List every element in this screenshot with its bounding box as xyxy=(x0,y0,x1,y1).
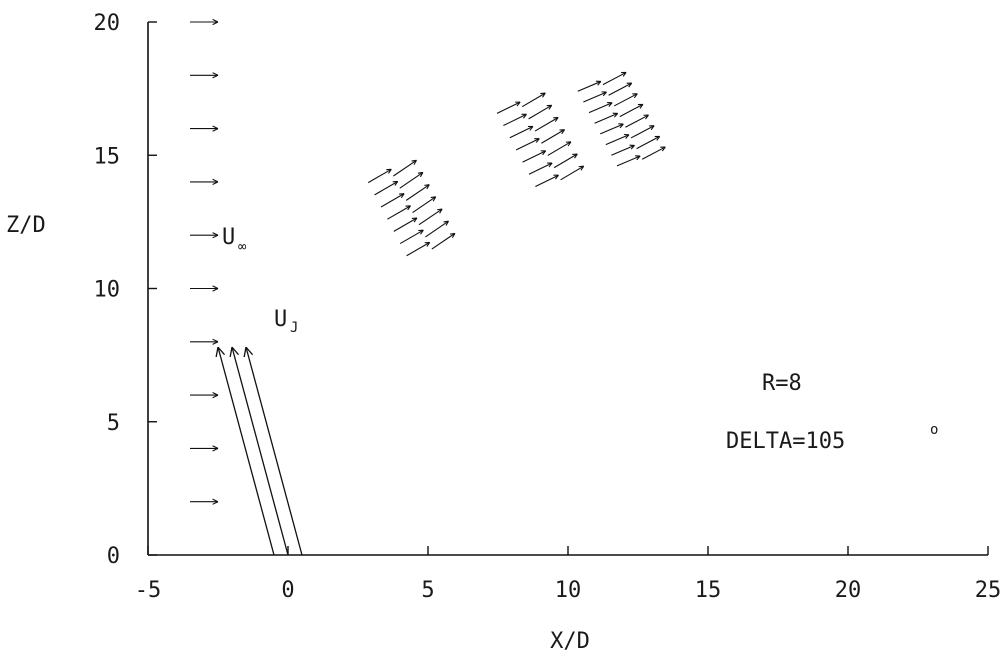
measurement-vector xyxy=(425,220,449,238)
measurement-vector xyxy=(399,171,424,189)
measurement-vector xyxy=(577,80,602,92)
measurement-vector xyxy=(588,101,613,114)
freestream-vector xyxy=(190,338,219,345)
measurement-vector xyxy=(636,135,661,150)
measurement-vector xyxy=(560,165,585,181)
y-tick-label: 10 xyxy=(94,278,121,303)
x-tick-label: 20 xyxy=(835,578,862,603)
measurement-vector xyxy=(412,196,437,214)
measurement-vector xyxy=(641,146,666,160)
jet-label-main: U xyxy=(274,307,287,332)
measurement-vector xyxy=(611,144,635,156)
freestream-label-sub: ∞ xyxy=(238,239,247,255)
freestream-vector xyxy=(190,232,219,239)
measurement-vector xyxy=(406,241,431,257)
freestream-label-main: U xyxy=(222,225,235,250)
y-axis-label: Z/D xyxy=(6,213,46,238)
measurement-vector xyxy=(528,162,553,175)
y-tick-label: 5 xyxy=(107,411,120,436)
freestream-vector xyxy=(190,178,219,186)
measurement-vector xyxy=(496,101,521,114)
x-tick-label: 0 xyxy=(281,578,294,603)
axes xyxy=(147,22,988,556)
measurement-vector xyxy=(405,184,430,201)
x-tick-label: 5 xyxy=(421,578,434,603)
measurement-vector xyxy=(393,159,417,177)
y-tick-label: 0 xyxy=(107,544,120,569)
measurement-vector xyxy=(367,168,392,184)
measurement-vector xyxy=(509,125,534,139)
jet-label-sub: J xyxy=(290,320,298,336)
measurement-vector xyxy=(619,103,644,118)
measurement-vector xyxy=(553,153,578,169)
measurement-vector xyxy=(503,113,527,127)
measurement-vector xyxy=(613,93,638,107)
delta-label: DELTA=105 xyxy=(726,429,845,454)
measurement-vector xyxy=(594,112,619,124)
measurement-vector xyxy=(535,174,559,187)
freestream-vectors xyxy=(190,18,219,505)
y-tick-label: 15 xyxy=(94,144,121,169)
delta-degree-symbol: o xyxy=(930,422,938,438)
measurement-vector xyxy=(521,92,546,108)
measurement-vector xyxy=(608,82,633,96)
jet-label: U J xyxy=(274,307,298,336)
measurement-vector xyxy=(547,141,572,156)
x-tick-label: -5 xyxy=(135,578,162,603)
measurement-vector xyxy=(541,129,565,144)
ticks: -5 0 5 10 15 20 25 0 5 10 15 20 xyxy=(94,11,1002,603)
jet-vector xyxy=(229,346,289,556)
measurement-vector xyxy=(605,133,630,146)
measurement-vector xyxy=(599,123,624,135)
measurement-vectors xyxy=(367,71,666,257)
measurement-vector xyxy=(522,150,547,163)
freestream-vector xyxy=(190,18,219,26)
measurement-vector xyxy=(515,138,540,151)
measurement-vector xyxy=(534,116,559,132)
freestream-vector xyxy=(190,498,219,505)
freestream-vector xyxy=(190,445,219,452)
measurement-vector xyxy=(387,205,411,220)
freestream-label: U ∞ xyxy=(222,225,247,255)
measurement-vector xyxy=(431,232,456,250)
measurement-vector xyxy=(418,208,443,226)
jet-vector xyxy=(243,346,303,556)
x-tick-label: 15 xyxy=(695,578,722,603)
measurement-vector xyxy=(630,125,655,139)
measurement-vector xyxy=(625,114,649,128)
measurement-vector xyxy=(393,217,418,232)
freestream-vector xyxy=(190,285,219,292)
ratio-label: R=8 xyxy=(762,371,802,396)
y-tick-label: 20 xyxy=(94,11,121,36)
freestream-vector xyxy=(190,391,219,399)
measurement-vector xyxy=(380,193,405,208)
freestream-vector xyxy=(190,125,219,132)
measurement-vector xyxy=(583,91,607,103)
jet-vectors xyxy=(215,346,303,556)
x-axis-label: X/D xyxy=(550,629,590,654)
x-tick-label: 10 xyxy=(555,578,582,603)
measurement-vector xyxy=(528,104,553,120)
measurement-vector xyxy=(399,229,424,245)
measurement-vector xyxy=(602,71,627,86)
jet-vector xyxy=(215,346,275,556)
measurement-vector xyxy=(374,180,399,196)
measurement-vector xyxy=(616,155,641,167)
x-tick-label: 25 xyxy=(975,578,1002,603)
freestream-vector xyxy=(190,72,219,79)
